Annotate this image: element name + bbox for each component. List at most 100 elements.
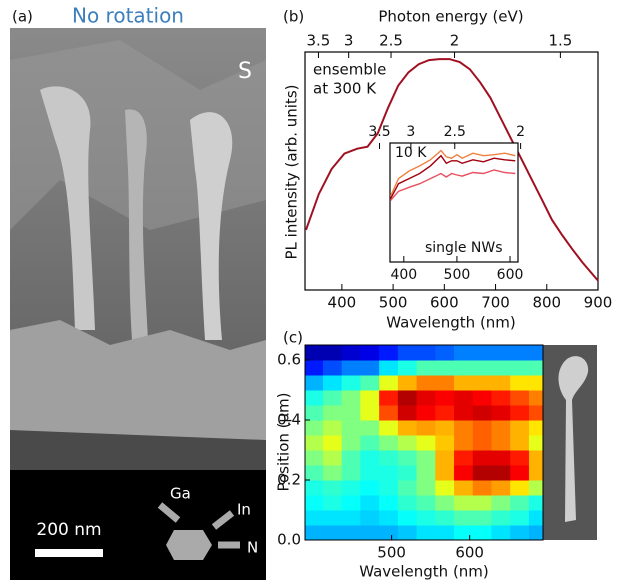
- heatmap-cell: [397, 390, 418, 406]
- heatmap-cell: [472, 435, 492, 451]
- heatmap-cell: [397, 420, 418, 436]
- heatmap-cell: [472, 465, 492, 481]
- heatmap-cell: [341, 420, 361, 436]
- heatmap-cell: [454, 360, 474, 376]
- heatmap-cell: [416, 405, 436, 421]
- y-tick-label: 0.4: [277, 411, 301, 429]
- heatmap-cell: [360, 495, 380, 511]
- heatmap-cell: [360, 465, 380, 481]
- x2-axis-label: Photon energy (eV): [378, 8, 523, 26]
- heatmap-cell: [435, 360, 455, 376]
- heatmap-cell: [510, 390, 530, 406]
- heatmap-cell: [416, 390, 436, 406]
- heatmap-cell: [397, 510, 418, 526]
- heatmap-cell: [305, 390, 324, 406]
- heatmap-cell: [435, 405, 455, 421]
- heatmap-cell: [435, 390, 455, 406]
- plot-area: [389, 142, 519, 263]
- x-tick-label: 500: [379, 294, 408, 312]
- heatmap-cell: [322, 480, 343, 496]
- heatmap-cell: [305, 435, 324, 451]
- y-tick-label: 0.0: [277, 531, 301, 549]
- x-tick-label: 400: [328, 294, 357, 312]
- x-tick-label: 600: [455, 544, 484, 562]
- heatmap-cell: [379, 345, 399, 361]
- heatmap-cell: [322, 450, 343, 466]
- heatmap-cell: [510, 465, 530, 481]
- heatmap-cell: [528, 525, 543, 540]
- y-axis-label: Position (µm): [275, 392, 293, 491]
- heatmap-cell: [510, 345, 530, 361]
- heatmap-cell: [397, 495, 418, 511]
- x2-tick-label: 2: [450, 32, 460, 50]
- heatmap-cell: [416, 420, 436, 436]
- annotation: single NWs: [425, 240, 503, 256]
- heatmap-cell: [341, 495, 361, 511]
- panel-label: (a): [12, 8, 33, 26]
- heatmap-cell: [360, 360, 380, 376]
- scale-bar-label: 200 nm: [36, 520, 101, 540]
- heatmap-cell: [435, 510, 455, 526]
- heatmap-cell: [491, 405, 511, 421]
- heatmap-cell: [397, 465, 418, 481]
- heatmap-cell: [491, 465, 511, 481]
- heatmap-cell: [472, 510, 492, 526]
- heatmap-cell: [435, 450, 455, 466]
- heatmap-cell: [305, 420, 324, 436]
- heatmap-cell: [472, 345, 492, 361]
- heatmap-cell: [454, 405, 474, 421]
- heatmap-cell: [379, 495, 399, 511]
- heatmap-cell: [510, 525, 530, 540]
- x2-tick-label: 2.5: [444, 124, 466, 140]
- heatmap-cell: [341, 435, 361, 451]
- heatmap-cell: [341, 465, 361, 481]
- heatmap-cell: [305, 375, 324, 391]
- heatmap-cell: [379, 390, 399, 406]
- heatmap-cell: [416, 435, 436, 451]
- heatmap-cell: [510, 510, 530, 526]
- heatmap-cell: [435, 495, 455, 511]
- heatmap-cell: [491, 495, 511, 511]
- heatmap-cell: [360, 525, 380, 540]
- heatmap-cell: [305, 525, 324, 540]
- heatmap-cell: [454, 450, 474, 466]
- heatmap-cell: [305, 450, 324, 466]
- sem-image: [10, 28, 266, 580]
- heatmap-cell: [416, 495, 436, 511]
- panel-label: (c): [283, 329, 303, 347]
- x2-tick-label: 3: [406, 124, 415, 140]
- heatmap-cell: [510, 435, 530, 451]
- heatmap-cell: [322, 495, 343, 511]
- heatmap-cell: [360, 420, 380, 436]
- heatmap-cell: [341, 345, 361, 361]
- heatmap-cell: [472, 420, 492, 436]
- heatmap-cell: [435, 375, 455, 391]
- heatmap-cell: [322, 345, 343, 361]
- heatmap-cell: [341, 360, 361, 376]
- heatmap-cell: [416, 525, 436, 540]
- heatmap-cell: [510, 405, 530, 421]
- heatmap-cell: [379, 360, 399, 376]
- heatmap-cell: [528, 495, 543, 511]
- heatmap-cell: [341, 480, 361, 496]
- y-tick-label: 0.6: [277, 351, 301, 369]
- x-axis-label: Wavelength (nm): [359, 563, 489, 581]
- heatmap-cell: [454, 495, 474, 511]
- heatmap-cell: [305, 495, 324, 511]
- heatmap-cell: [435, 345, 455, 361]
- heatmap-cell: [305, 345, 324, 361]
- heatmap-cell: [528, 420, 543, 436]
- data-line: [389, 169, 516, 201]
- x-tick-label: 800: [532, 294, 561, 312]
- heatmap-cell: [472, 405, 492, 421]
- heatmap-cell: [454, 375, 474, 391]
- nanowire-image: [543, 345, 597, 540]
- heatmap-cell: [416, 450, 436, 466]
- data-line: [389, 149, 516, 197]
- heatmap-cell: [360, 345, 380, 361]
- heatmap-cell: [360, 480, 380, 496]
- heatmap-cell: [379, 405, 399, 421]
- heatmap-cell: [491, 510, 511, 526]
- y-axis-label: PL intensity (arb. units): [283, 85, 301, 260]
